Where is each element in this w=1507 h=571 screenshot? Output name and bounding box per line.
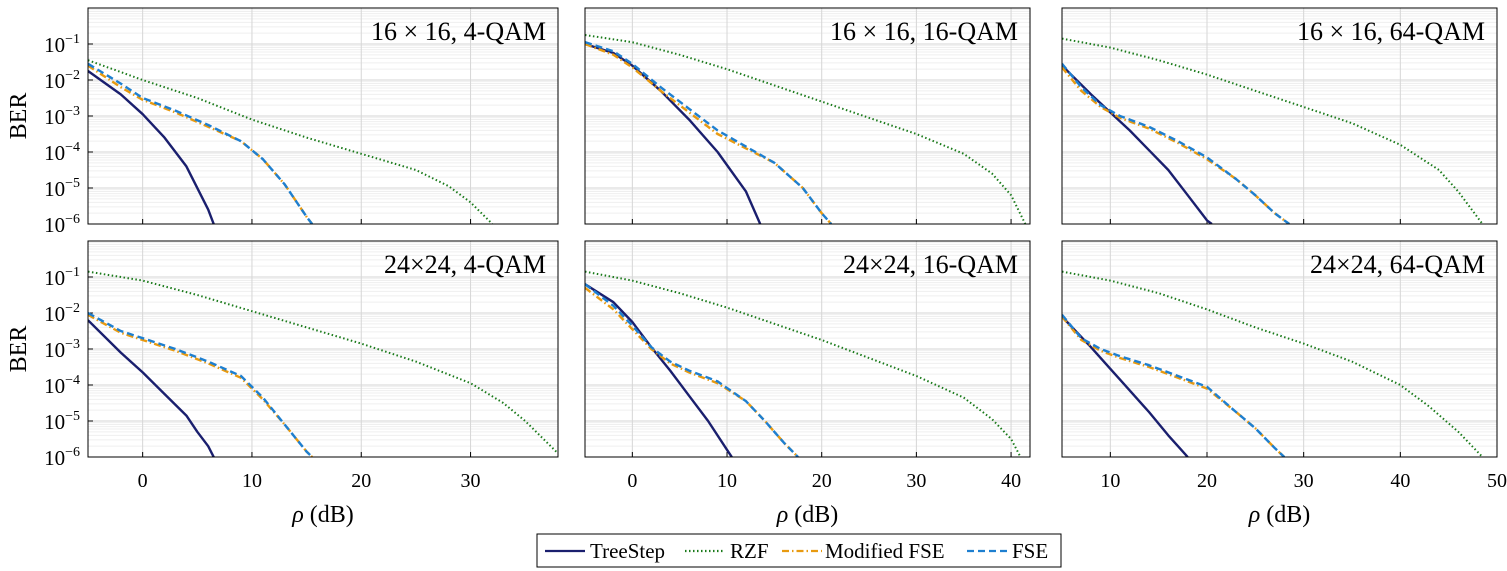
subplot-3: 16 × 16, 64-QAM (1061, 7, 1498, 225)
x-tick-label: 30 (461, 470, 481, 492)
axes-frame (87, 7, 559, 225)
x-tick-label: 0 (627, 470, 637, 492)
y-tick-label: 10−5 (44, 176, 80, 201)
legend-label-rzf: RZF (730, 539, 769, 563)
y-tick-label: 10−3 (44, 104, 80, 129)
y-tick-label: 10−4 (44, 140, 80, 165)
subplot-grid: 10−6 10−5 10−4 10−3 10−2 10−1 16 × 16, 4-QAM BE… (6, 7, 1507, 528)
x-tick-label: 30 (906, 470, 926, 492)
x-tick-label: 20 (1197, 470, 1217, 492)
axes-frame (1061, 240, 1498, 458)
x-tick-label: 30 (1294, 470, 1314, 492)
series-line-treestep (1062, 64, 1213, 224)
series-group (585, 270, 1022, 457)
series-line-rzf (585, 34, 1027, 224)
x-tick-label: 40 (1001, 470, 1021, 492)
series-line-treestep (88, 319, 215, 457)
y-tick-label: 10−6 (44, 212, 80, 237)
subplot-4: 0 10 20 30 10−6 10−5 10−4 10−3 10−2 10−1 24×24, 4-… (6, 240, 559, 528)
series-line-fse (585, 41, 833, 224)
series-line-modified-fse (585, 286, 799, 457)
legend: TreeStep RZF Modified FSE FSE (536, 533, 1062, 568)
panel-title: 16 × 16, 64-QAM (1297, 17, 1485, 46)
panel-title: 24×24, 64-QAM (1310, 250, 1485, 279)
axes-frame (584, 240, 1031, 458)
x-tick-label: 10 (717, 470, 737, 492)
x-tick-label: 50 (1487, 470, 1507, 492)
subplot-2: 16 × 16, 16-QAM (584, 7, 1031, 225)
y-tick-label: 10−1 (44, 32, 80, 57)
series-line-fse (88, 311, 313, 457)
series-line-treestep (1062, 315, 1189, 457)
series-line-rzf (1062, 270, 1484, 457)
series-line-rzf (585, 270, 1022, 457)
axes-frame (1061, 7, 1498, 225)
series-line-treestep (585, 283, 733, 457)
x-axis-label: ρ (dB) (776, 502, 839, 528)
series-line-fse (88, 62, 314, 224)
subplot-1: 10−6 10−5 10−4 10−3 10−2 10−1 16 × 16, 4-QAM BE… (6, 7, 559, 237)
subplot-6: 10 20 30 40 50 24×24, 64-QAM ρ (dB) (1061, 240, 1507, 528)
x-tick-label: 10 (1100, 470, 1120, 492)
panel-title: 24×24, 16-QAM (843, 250, 1018, 279)
y-tick-label: 10−1 (44, 265, 80, 290)
x-tick-label: 20 (351, 470, 371, 492)
series-line-fse (1062, 314, 1286, 457)
series-line-fse (585, 283, 799, 457)
panel-title: 16 × 16, 16-QAM (830, 17, 1018, 46)
y-tick-label: 10−5 (44, 409, 80, 434)
legend-label-modified-fse: Modified FSE (825, 539, 945, 563)
y-tick-label: 10−3 (44, 337, 80, 362)
series-line-rzf (88, 59, 494, 224)
x-tick-label: 0 (138, 470, 148, 492)
series-line-rzf (88, 270, 558, 455)
panel-title: 24×24, 4-QAM (384, 250, 546, 279)
legend-label-fse: FSE (1012, 539, 1048, 563)
series-group (88, 270, 558, 457)
series-group (1062, 37, 1484, 224)
y-tick-label: 10−2 (44, 301, 80, 326)
axes-frame (87, 240, 559, 458)
y-axis-label: BER (6, 93, 32, 140)
series-group (585, 34, 1027, 224)
series-line-modified-fse (1062, 315, 1286, 457)
y-tick-label: 10−6 (44, 445, 80, 470)
subplot-5: 0 10 20 30 40 24×24, 16-QAM ρ (dB) (584, 240, 1031, 528)
series-group (1062, 270, 1484, 457)
series-line-modified-fse (585, 42, 833, 224)
panel-title: 16 × 16, 4-QAM (371, 17, 546, 46)
x-tick-label: 20 (812, 470, 832, 492)
y-tick-label: 10−2 (44, 68, 80, 93)
axes-frame (584, 7, 1031, 225)
series-group (88, 59, 494, 224)
series-line-treestep (585, 42, 762, 224)
series-line-fse (1062, 63, 1290, 224)
legend-label-treestep: TreeStep (590, 539, 665, 563)
x-axis-label: ρ (dB) (291, 502, 354, 528)
series-line-treestep (88, 70, 215, 224)
x-tick-label: 40 (1390, 470, 1410, 492)
y-axis-label: BER (6, 326, 32, 373)
y-tick-label: 10−4 (44, 373, 80, 398)
x-axis-label: ρ (dB) (1248, 502, 1311, 528)
x-tick-label: 10 (242, 470, 262, 492)
